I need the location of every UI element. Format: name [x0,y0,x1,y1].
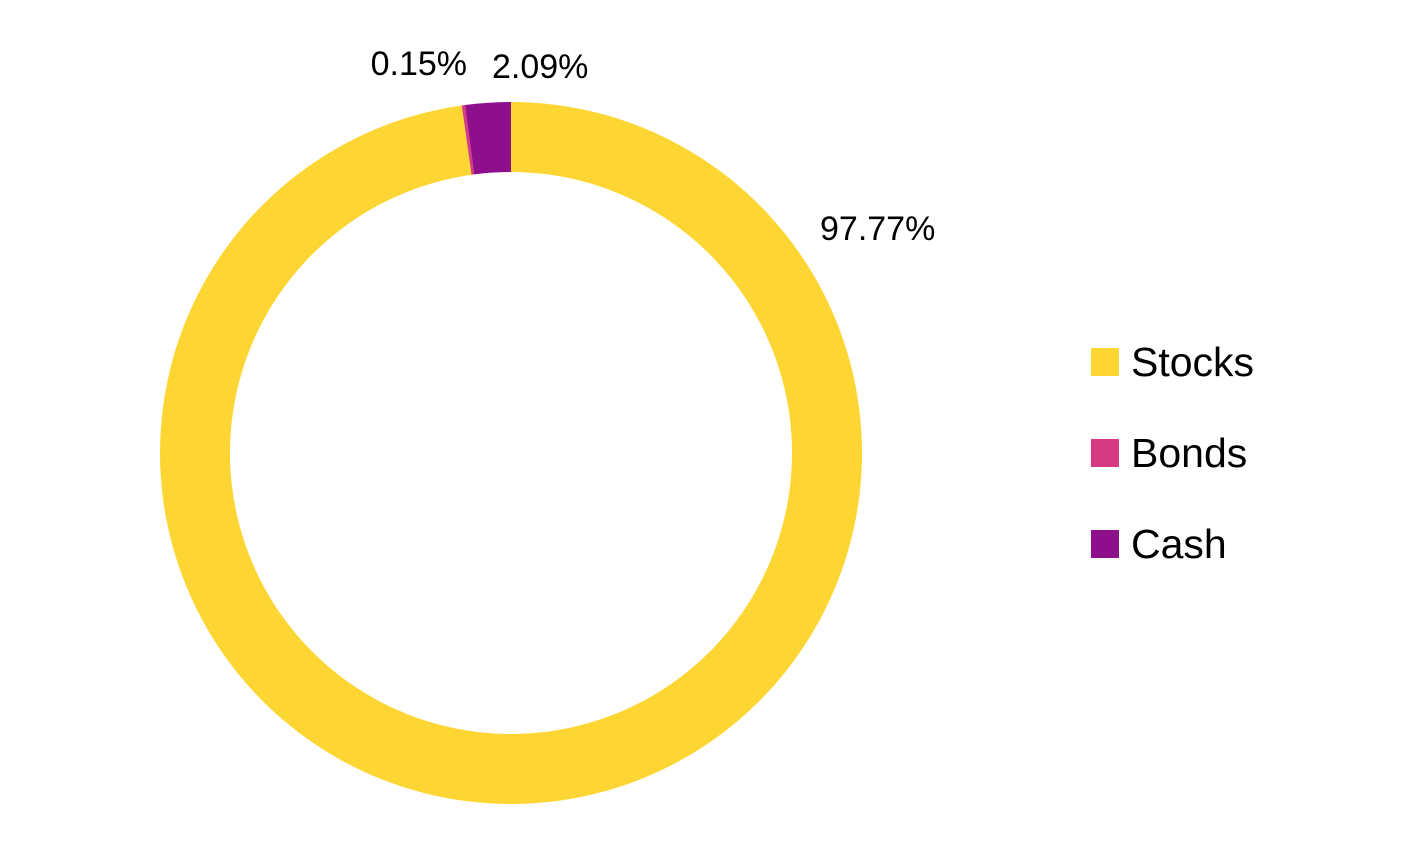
legend: Stocks Bonds Cash [1091,339,1254,567]
legend-label-bonds: Bonds [1131,430,1247,476]
data-label-stocks: 97.77% [820,210,935,248]
data-labels: 97.77% 0.15% 2.09% [371,45,936,248]
legend-swatch-cash [1091,530,1119,558]
data-label-bonds: 0.15% [371,45,467,83]
slice-stocks [160,102,863,805]
slice-cash [465,102,511,175]
legend-label-stocks: Stocks [1131,339,1254,385]
legend-swatch-bonds [1091,439,1119,467]
donut-slices [160,102,863,805]
data-label-cash: 2.09% [492,48,588,86]
legend-label-cash: Cash [1131,521,1227,567]
slice-bonds [461,105,475,175]
legend-swatch-stocks [1091,348,1119,376]
